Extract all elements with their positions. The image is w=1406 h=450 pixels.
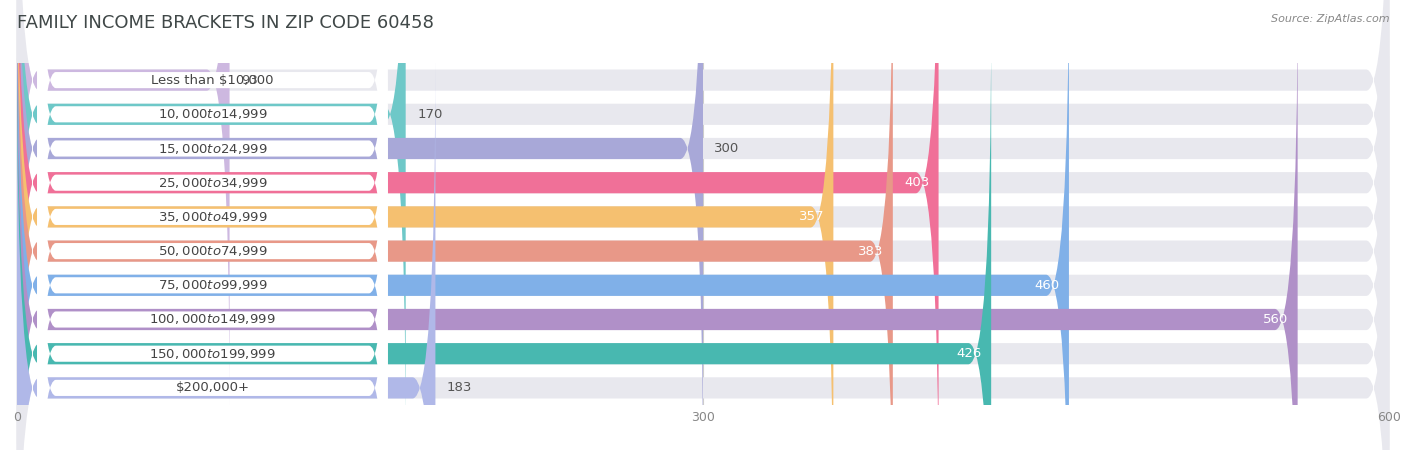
- FancyBboxPatch shape: [17, 0, 1069, 450]
- FancyBboxPatch shape: [17, 0, 1389, 450]
- FancyBboxPatch shape: [17, 22, 991, 450]
- FancyBboxPatch shape: [38, 20, 388, 450]
- Text: Source: ZipAtlas.com: Source: ZipAtlas.com: [1271, 14, 1389, 23]
- Text: 183: 183: [447, 382, 472, 394]
- FancyBboxPatch shape: [17, 0, 939, 450]
- Text: 357: 357: [799, 211, 824, 223]
- Text: $10,000 to $14,999: $10,000 to $14,999: [157, 107, 267, 122]
- FancyBboxPatch shape: [17, 57, 436, 450]
- Text: 300: 300: [714, 142, 740, 155]
- Text: $50,000 to $74,999: $50,000 to $74,999: [157, 244, 267, 258]
- FancyBboxPatch shape: [38, 0, 388, 380]
- Text: $150,000 to $199,999: $150,000 to $199,999: [149, 346, 276, 361]
- FancyBboxPatch shape: [17, 0, 1389, 450]
- Text: FAMILY INCOME BRACKETS IN ZIP CODE 60458: FAMILY INCOME BRACKETS IN ZIP CODE 60458: [17, 14, 433, 32]
- FancyBboxPatch shape: [17, 0, 229, 411]
- FancyBboxPatch shape: [38, 122, 388, 450]
- Text: 426: 426: [956, 347, 981, 360]
- FancyBboxPatch shape: [17, 57, 1389, 450]
- FancyBboxPatch shape: [17, 0, 893, 450]
- FancyBboxPatch shape: [38, 54, 388, 450]
- Text: 560: 560: [1263, 313, 1288, 326]
- Text: $25,000 to $34,999: $25,000 to $34,999: [157, 176, 267, 190]
- Text: $100,000 to $149,999: $100,000 to $149,999: [149, 312, 276, 327]
- FancyBboxPatch shape: [17, 0, 1298, 450]
- FancyBboxPatch shape: [38, 0, 388, 414]
- FancyBboxPatch shape: [38, 0, 388, 346]
- FancyBboxPatch shape: [38, 0, 388, 450]
- FancyBboxPatch shape: [38, 0, 388, 450]
- FancyBboxPatch shape: [17, 0, 1389, 411]
- Text: $75,000 to $99,999: $75,000 to $99,999: [157, 278, 267, 293]
- Text: 93: 93: [240, 74, 257, 86]
- FancyBboxPatch shape: [38, 88, 388, 450]
- Text: 460: 460: [1035, 279, 1060, 292]
- Text: $200,000+: $200,000+: [176, 382, 249, 394]
- Text: 403: 403: [904, 176, 929, 189]
- FancyBboxPatch shape: [17, 0, 1389, 450]
- FancyBboxPatch shape: [17, 0, 1389, 450]
- FancyBboxPatch shape: [17, 22, 1389, 450]
- Text: 170: 170: [418, 108, 443, 121]
- FancyBboxPatch shape: [17, 0, 1389, 446]
- Text: $35,000 to $49,999: $35,000 to $49,999: [157, 210, 267, 224]
- FancyBboxPatch shape: [17, 0, 1389, 450]
- Text: Less than $10,000: Less than $10,000: [152, 74, 274, 86]
- FancyBboxPatch shape: [17, 0, 406, 446]
- Text: 383: 383: [858, 245, 884, 257]
- FancyBboxPatch shape: [17, 0, 703, 450]
- FancyBboxPatch shape: [38, 0, 388, 448]
- FancyBboxPatch shape: [17, 0, 1389, 450]
- FancyBboxPatch shape: [17, 0, 834, 450]
- Text: $15,000 to $24,999: $15,000 to $24,999: [157, 141, 267, 156]
